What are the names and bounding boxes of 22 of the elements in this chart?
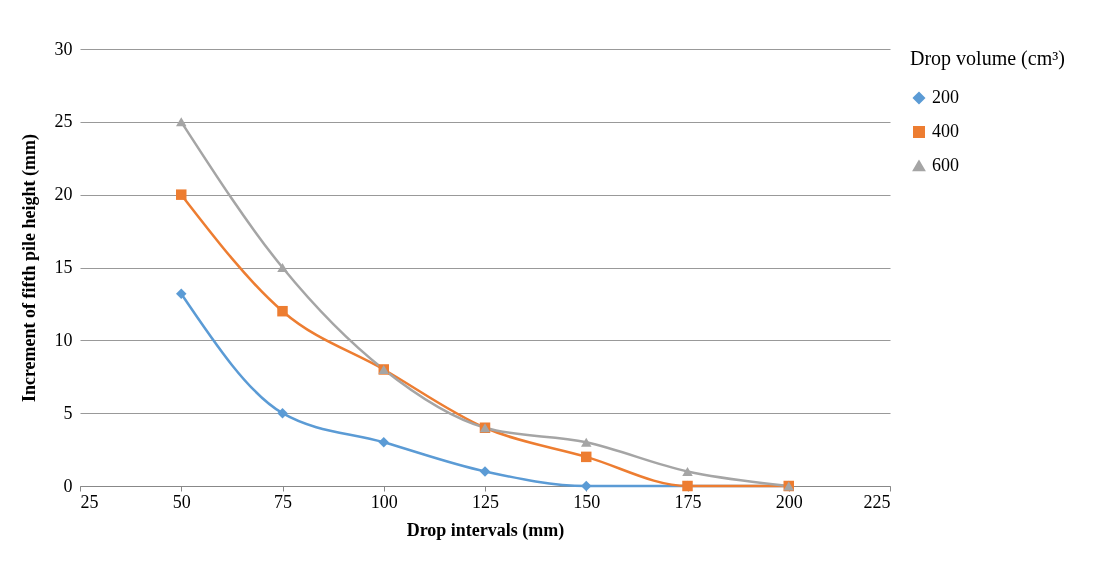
y-tick-label: 15 [54, 257, 73, 277]
y-tick-label: 10 [54, 329, 73, 350]
x-tick-label: 200 [775, 491, 803, 512]
y-tick-label: 5 [63, 402, 73, 423]
x-tick-label: 125 [472, 491, 499, 512]
legend-label: 600 [932, 155, 959, 175]
y-tick-label: 25 [54, 111, 73, 132]
legend-label: 200 [932, 87, 959, 107]
y-axis-title: Increment of fifth pile height (mm) [18, 133, 40, 403]
legend-title: Drop volume (cm³) [910, 47, 1065, 70]
y-tick-label: 30 [54, 38, 73, 59]
y-tick-label: 0 [63, 475, 73, 496]
x-axis-title: Drop intervals (mm) [406, 519, 565, 541]
legend-label: 400 [932, 121, 959, 141]
y-tick-label: 20 [54, 184, 73, 205]
x-tick-label: 25 [80, 491, 99, 512]
x-tick-label: 75 [274, 491, 292, 512]
x-tick-label: 50 [172, 491, 191, 512]
x-tick-label: 225 [863, 491, 891, 512]
x-tick-label: 150 [573, 491, 601, 512]
x-tick-label: 175 [674, 491, 702, 512]
x-tick-label: 100 [370, 491, 398, 512]
